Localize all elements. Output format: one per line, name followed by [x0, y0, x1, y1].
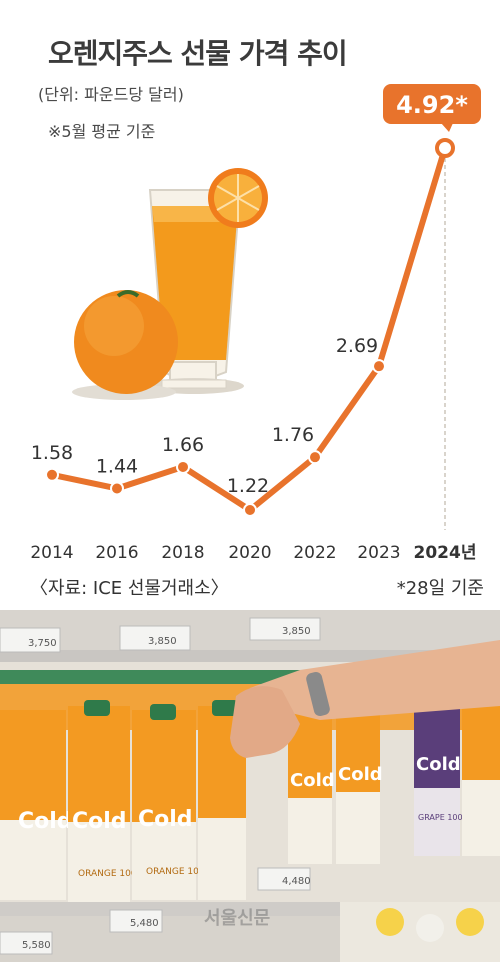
carton-label: ORANGE 100% [78, 869, 146, 879]
price-tag-upper-2: 3,850 [148, 636, 177, 647]
x-tick-label: 2022 [293, 543, 336, 563]
hand [230, 686, 300, 758]
price-tag-lower-1: 4,480 [282, 876, 311, 887]
data-label-highlight: 4.92* [396, 91, 468, 119]
data-label: 1.66 [162, 434, 204, 456]
carton-brand: Cold [138, 807, 193, 832]
data-point [176, 459, 190, 474]
carton-brand: Cold [290, 770, 335, 791]
carton-brand: Cold [72, 809, 127, 834]
carton-3: Cold ORANGE 100% [132, 704, 214, 900]
data-point [45, 467, 59, 482]
data-label: 1.44 [96, 455, 138, 477]
data-point-highlight [435, 138, 455, 158]
x-tick-label: 2024년 [414, 543, 477, 563]
orange-slice-illustration [208, 168, 268, 228]
chart-title: 오렌지주스 선물 가격 추이 [48, 37, 348, 70]
price-tag-upper-1: 3,750 [28, 638, 57, 649]
data-label: 1.76 [272, 424, 314, 446]
chart-layer: 1.58 1.44 1.66 1.22 1.76 2.69 4.92* 2014 2016 201… [30, 84, 481, 563]
price-tag-upper-3: 3,850 [282, 626, 311, 637]
carton-brand: Cold [18, 809, 73, 834]
highlight-callout-pointer [441, 123, 453, 132]
carton-brand: Cold [416, 754, 461, 775]
carton-label: ORANGE 100% [146, 867, 214, 877]
data-label: 1.58 [31, 442, 73, 464]
juice-shelf-photo: 3,750 3,850 3,850 Cold Cold ORANGE 100% … [0, 610, 500, 962]
x-tick-label: 2014 [30, 543, 73, 563]
x-tick-label: 2020 [228, 543, 271, 563]
carton-brand: Cold [338, 764, 383, 785]
carton-1: Cold [0, 710, 73, 900]
data-point [372, 359, 386, 374]
data-label: 1.22 [227, 475, 269, 497]
data-point [110, 481, 124, 496]
source-note: 〈자료: ICE 선물거래소〉 [30, 578, 229, 599]
bracelet [306, 671, 330, 717]
basis-note: ※5월 평균 기준 [48, 122, 156, 141]
line-chart: 1.58 1.44 1.66 1.22 1.76 2.69 4.92* 2014 2016 201… [30, 84, 481, 563]
x-tick-label: 2016 [95, 543, 138, 563]
data-label: 2.69 [336, 335, 378, 357]
data-point [243, 503, 257, 517]
date-note: *28일 기준 [396, 578, 484, 599]
orange-fruit-illustration [72, 290, 178, 400]
carton-2: Cold ORANGE 100% [68, 700, 146, 902]
price-tag-lower-2: 5,480 [130, 918, 159, 929]
carton-label-grape: GRAPE 100% [418, 813, 471, 822]
x-tick-label: 2023 [357, 543, 400, 563]
unit-label: (단위: 파운드당 달러) [38, 85, 184, 104]
data-point [308, 450, 322, 465]
x-tick-label: 2018 [161, 543, 204, 563]
supermarket-photo: 3,750 3,850 3,850 Cold Cold ORANGE 100% … [0, 610, 500, 962]
price-tag-lower-3: 5,580 [22, 940, 51, 951]
watermark-logo: 서울신문 [204, 908, 271, 929]
highlight-callout [383, 84, 481, 124]
